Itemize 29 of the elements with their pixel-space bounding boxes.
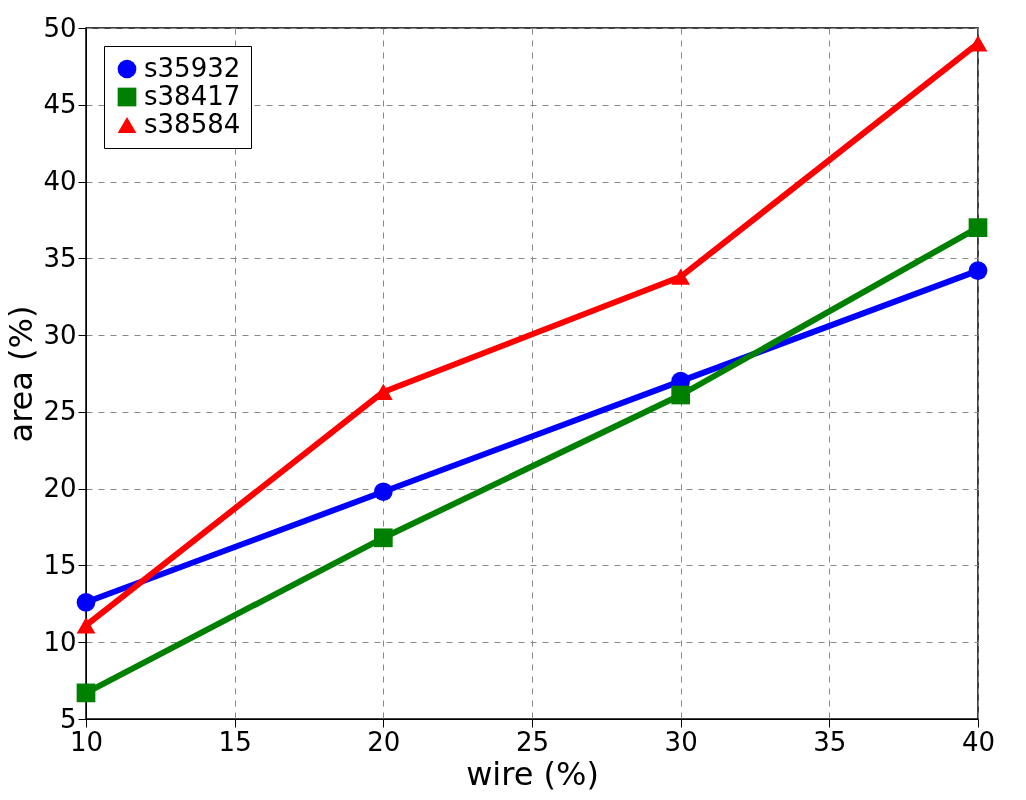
point [968,218,988,237]
legend-label: s38584 [144,109,241,139]
y-tick-label: 25 [43,396,77,427]
point [76,592,96,612]
legend-label: s35932 [144,53,241,83]
point [373,482,393,502]
y-tick-label: 35 [43,242,77,273]
x-tick-label: 25 [515,726,550,757]
y-tick-label: 45 [43,89,77,120]
point [671,268,691,285]
legend-label: s38417 [144,81,241,111]
x-axis-title: wire (%) [466,754,599,793]
y-tick-label: 10 [43,626,77,657]
point [671,385,691,405]
point [76,617,96,634]
y-tick-label: 30 [43,319,77,350]
y-tick-label: 20 [43,473,77,504]
x-tick-label: 20 [367,726,401,757]
y-tick-label: 50 [43,12,77,43]
x-tick-label: 40 [961,726,996,757]
x-tick-label: 15 [218,726,252,757]
point [373,528,393,548]
y-axis-title: area (%) [2,305,41,443]
y-tick-label: 15 [43,549,77,580]
point [968,261,988,280]
x-tick-label: 35 [813,726,847,757]
point [76,683,96,703]
y-tick-label: 40 [43,166,77,197]
x-tick-label: 30 [664,726,698,757]
